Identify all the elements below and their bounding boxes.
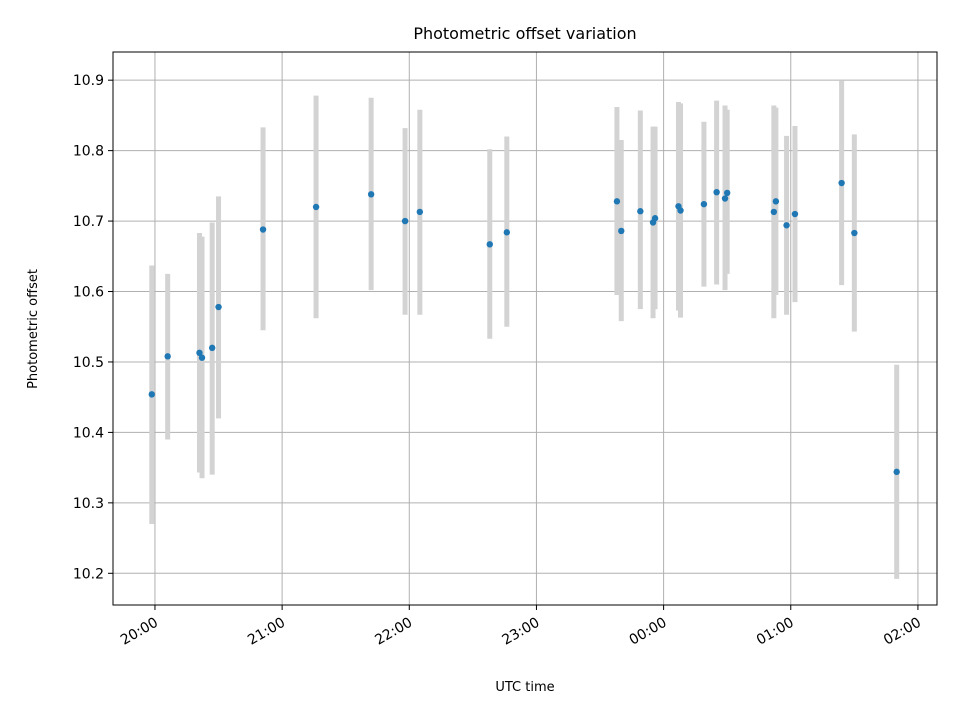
data-point [770,208,778,216]
y-tick-label: 10.6 [73,285,104,301]
y-tick-label: 10.9 [73,73,104,89]
data-point [721,195,729,202]
data-point [618,227,625,235]
data-point [196,349,203,357]
data-point [208,344,216,352]
data-point [613,198,621,205]
data-point [637,208,644,215]
data-point [838,179,845,187]
data-point [772,198,780,205]
data-point [723,189,731,197]
data-point [486,241,493,248]
data-point [651,215,659,222]
data-point [367,191,375,198]
data-point [198,354,206,361]
data-point [164,353,171,360]
y-axis-label: Photometric offset [26,269,41,389]
y-tick-label: 10.3 [73,496,104,512]
data-point [893,468,900,476]
y-tick-label: 10.5 [73,355,104,371]
plot-frame [112,51,938,606]
data-point [677,207,684,214]
x-axis-label: UTC time [495,680,554,695]
data-point [791,210,799,218]
data-point [215,303,222,311]
chart-title: Photometric offset variation [413,24,636,43]
data-point [401,217,409,225]
data-points [148,179,900,476]
y-tick-label: 10.8 [73,144,104,160]
grid [113,52,937,605]
y-tick-label: 10.2 [73,566,104,582]
y-tick-label: 10.4 [73,425,104,441]
data-point [503,229,511,236]
data-point [416,208,424,216]
data-point [783,222,790,229]
y-tick-label: 10.7 [73,214,104,230]
data-point [259,226,267,233]
data-point [312,203,320,211]
data-point [851,229,858,237]
data-point [700,200,708,208]
y-axis-ticks: 10.2 10.3 10.4 10.5 10.6 10.7 10.8 10.9 [73,73,113,582]
data-point [713,188,720,196]
data-point [148,391,155,398]
